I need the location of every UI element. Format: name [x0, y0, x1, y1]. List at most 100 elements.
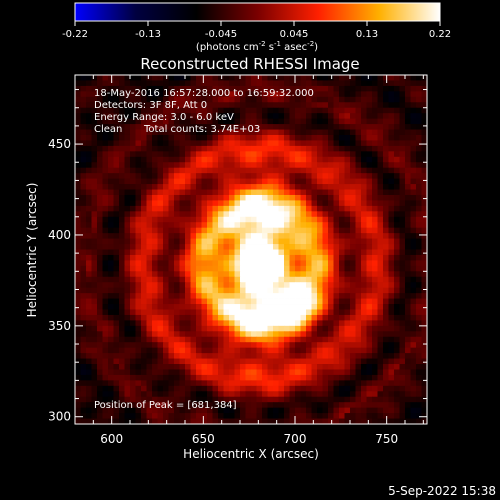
heatmap-cell: [240, 374, 246, 381]
heatmap-cell: [262, 140, 268, 147]
heatmap-cell: [207, 140, 213, 147]
heatmap-cell: [152, 167, 158, 174]
heatmap-cell: [366, 222, 373, 229]
heatmap-cell: [124, 102, 131, 109]
heatmap-cell: [141, 391, 147, 398]
heatmap-cell: [388, 244, 395, 250]
heatmap-cell: [311, 249, 318, 256]
heatmap-cell: [267, 227, 274, 234]
heatmap-cell: [350, 194, 356, 201]
heatmap-cell: [394, 391, 400, 398]
heatmap-cell: [86, 369, 92, 376]
heatmap-cell: [141, 418, 147, 425]
heatmap-cell: [196, 216, 202, 223]
heatmap-cell: [174, 91, 180, 98]
heatmap-cell: [361, 216, 367, 223]
heatmap-cell: [196, 85, 202, 92]
heatmap-cell: [168, 325, 175, 332]
heatmap-cell: [383, 342, 389, 349]
heatmap-cell: [135, 298, 142, 305]
heatmap-cell: [86, 353, 92, 359]
heatmap-cell: [163, 347, 169, 354]
heatmap-cell: [229, 396, 235, 403]
heatmap-cell: [251, 358, 257, 365]
heatmap-cell: [119, 342, 125, 349]
heatmap-cell: [361, 276, 367, 283]
heatmap-cell: [273, 380, 279, 387]
heatmap-cell: [388, 151, 395, 158]
heatmap-cell: [75, 200, 81, 207]
heatmap-cell: [344, 118, 351, 125]
heatmap-cell: [146, 380, 153, 387]
heatmap-cell: [102, 211, 109, 218]
heatmap-cell: [190, 145, 197, 152]
heatmap-cell: [80, 325, 87, 332]
heatmap-cell: [157, 134, 164, 141]
heatmap-cell: [289, 413, 296, 419]
heatmap-cell: [119, 374, 125, 381]
heatmap-cell: [278, 347, 285, 354]
heatmap-cell: [273, 102, 279, 109]
heatmap-cell: [75, 156, 81, 163]
heatmap-cell: [80, 364, 87, 370]
heatmap-cell: [284, 293, 290, 299]
heatmap-cell: [185, 80, 191, 87]
heatmap-cell: [240, 309, 246, 316]
heatmap-cell: [388, 385, 395, 392]
heatmap-cell: [75, 222, 81, 229]
heatmap-cell: [240, 364, 246, 370]
heatmap-cell: [141, 140, 147, 147]
heatmap-cell: [119, 96, 125, 103]
heatmap-cell: [317, 402, 323, 409]
heatmap-cell: [350, 167, 356, 174]
heatmap-cell: [157, 102, 164, 109]
heatmap-cell: [372, 75, 378, 81]
heatmap-cell: [377, 75, 384, 81]
heatmap-cell: [317, 374, 323, 381]
heatmap-cell: [97, 194, 103, 201]
heatmap-cell: [394, 380, 400, 387]
heatmap-cell: [229, 314, 235, 321]
heatmap-cell: [278, 184, 285, 190]
heatmap-cell: [75, 380, 81, 387]
heatmap-cell: [300, 96, 307, 103]
heatmap-cell: [421, 364, 428, 370]
heatmap-cell: [311, 369, 318, 376]
heatmap-cell: [361, 189, 367, 196]
heatmap-cell: [174, 380, 180, 387]
heatmap-cell: [416, 216, 422, 223]
heatmap-cell: [113, 364, 120, 370]
heatmap-cell: [328, 118, 334, 125]
heatmap-cell: [168, 140, 175, 147]
heatmap-cell: [284, 222, 290, 229]
heatmap-cell: [251, 173, 257, 180]
heatmap-cell: [245, 347, 252, 354]
heatmap-cell: [333, 102, 340, 109]
heatmap-cell: [218, 407, 224, 414]
heatmap-cell: [416, 238, 422, 245]
heatmap-cell: [201, 358, 208, 365]
heatmap-cell: [113, 249, 120, 256]
heatmap-cell: [119, 184, 125, 190]
heatmap-cell: [377, 211, 384, 218]
heatmap-cell: [146, 167, 153, 174]
heatmap-cell: [152, 282, 158, 289]
heatmap-cell: [300, 134, 307, 141]
heatmap-cell: [339, 385, 345, 392]
heatmap-cell: [295, 249, 301, 256]
heatmap-cell: [262, 249, 268, 256]
heatmap-cell: [388, 129, 395, 136]
heatmap-cell: [388, 156, 395, 163]
heatmap-cell: [262, 244, 268, 250]
heatmap-cell: [174, 358, 180, 365]
heatmap-cell: [405, 85, 411, 92]
heatmap-cell: [196, 265, 202, 272]
heatmap-cell: [152, 140, 158, 147]
heatmap-cell: [344, 129, 351, 136]
heatmap-cell: [119, 233, 125, 239]
heatmap-cell: [295, 145, 301, 152]
heatmap-cell: [372, 314, 378, 321]
heatmap-cell: [245, 102, 252, 109]
heatmap-cell: [278, 271, 285, 278]
heatmap-cell: [229, 156, 235, 163]
